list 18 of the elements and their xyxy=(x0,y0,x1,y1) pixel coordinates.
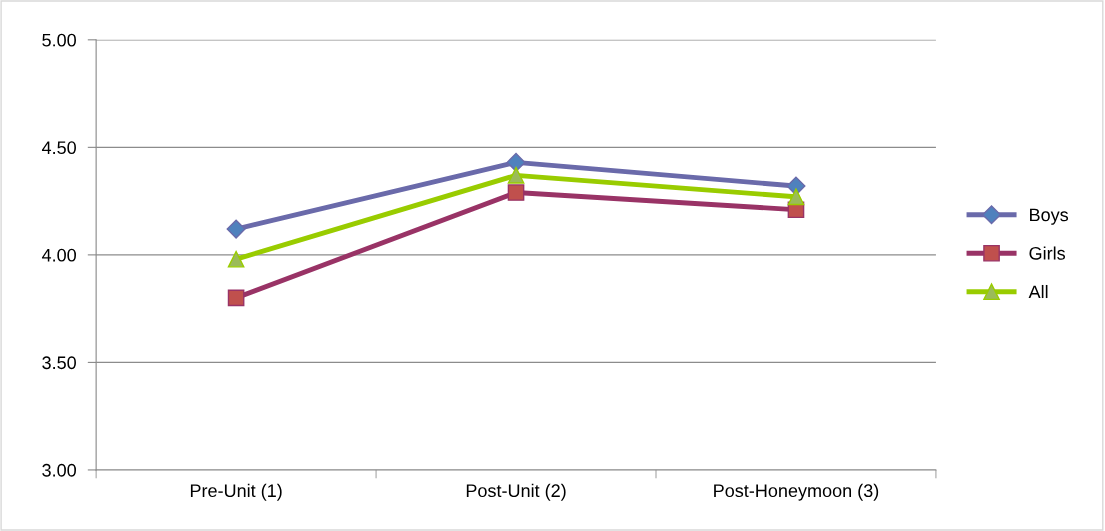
point xyxy=(507,166,525,184)
point xyxy=(227,289,245,307)
legend-label: All xyxy=(1028,284,1048,299)
x-tick-label: Post-Unit (2) xyxy=(466,483,566,501)
point xyxy=(226,219,246,239)
point xyxy=(506,152,526,172)
legend-label: Boys xyxy=(1030,208,1069,225)
x-tick-label: Post-Honeymoon (3) xyxy=(714,483,879,501)
x-tick-label: Pre-Unit (1) xyxy=(190,483,282,501)
y-tick-label: 3.00 xyxy=(42,463,76,477)
y-tick-label: 4.50 xyxy=(41,141,76,155)
point xyxy=(227,250,245,268)
y-tick-label: 3.50 xyxy=(42,356,76,370)
point xyxy=(787,188,805,206)
y-tick-label: 5.00 xyxy=(42,33,76,47)
point xyxy=(507,184,525,201)
y-tick-label: 4.00 xyxy=(41,248,76,262)
legend-label: Girls xyxy=(1029,246,1066,260)
